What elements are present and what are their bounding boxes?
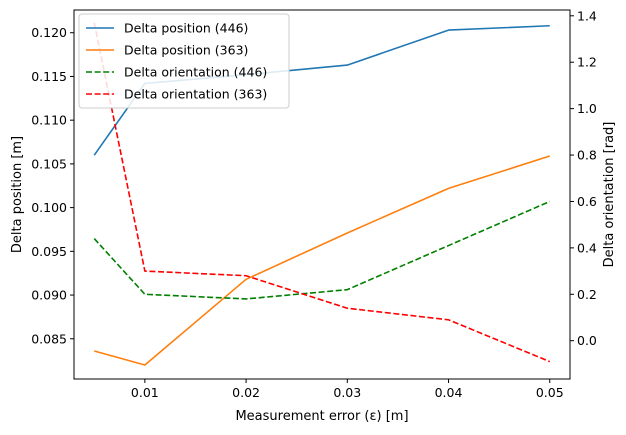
y-left-tick-label: 0.120 bbox=[31, 25, 67, 40]
y-left-tick-label: 0.105 bbox=[31, 156, 67, 171]
y-left-tick-label: 0.115 bbox=[31, 69, 67, 84]
x-tick-label: 0.02 bbox=[232, 385, 260, 400]
series-line-2 bbox=[94, 155, 551, 366]
y-right-tick-label: 0.6 bbox=[577, 194, 597, 209]
x-tick-label: 0.03 bbox=[333, 385, 361, 400]
y-left-tick-label: 0.095 bbox=[31, 244, 67, 259]
y-right-tick-label: 1.4 bbox=[577, 8, 597, 23]
y-left-tick-label: 0.110 bbox=[31, 113, 67, 128]
y-left-tick-label: 0.090 bbox=[31, 288, 67, 303]
y-right-tick-label: 0.4 bbox=[577, 240, 597, 255]
legend: Delta position (446) Delta position (363)… bbox=[78, 13, 290, 109]
y-right-tick-label: 1.2 bbox=[577, 55, 597, 70]
y-left-tick-label: 0.100 bbox=[31, 200, 67, 215]
x-axis-title: Measurement error (ε) [m] bbox=[235, 409, 408, 424]
y-right-tick-label: 0.2 bbox=[577, 287, 597, 302]
y-axis-right-title: Delta orientation [rad] bbox=[602, 122, 617, 268]
legend-box bbox=[78, 13, 290, 109]
series-line-3 bbox=[93, 200, 551, 300]
series-line-4 bbox=[93, 22, 551, 363]
y-right-tick-label: 0.0 bbox=[577, 333, 597, 348]
y-right-tick-label: 0.8 bbox=[577, 148, 597, 163]
legend-label-4: Delta orientation (363) bbox=[124, 87, 267, 102]
y-right-tick-label: 1.0 bbox=[577, 101, 597, 116]
y-left-tick-label: 0.085 bbox=[31, 331, 67, 346]
legend-label-2: Delta position (363) bbox=[124, 43, 248, 58]
x-tick-label: 0.05 bbox=[536, 385, 564, 400]
legend-label-1: Delta position (446) bbox=[124, 21, 248, 36]
y-axis-left-title: Delta position [m] bbox=[10, 136, 25, 253]
x-tick-label: 0.04 bbox=[435, 385, 463, 400]
plot-frame bbox=[73, 9, 571, 380]
axes-layer: 0.01 0.02 0.03 0.04 0.05 0.085 0.090 0.095 0.100… bbox=[31, 8, 597, 400]
legend-label-3: Delta orientation (446) bbox=[124, 65, 267, 80]
x-tick-label: 0.01 bbox=[131, 385, 159, 400]
